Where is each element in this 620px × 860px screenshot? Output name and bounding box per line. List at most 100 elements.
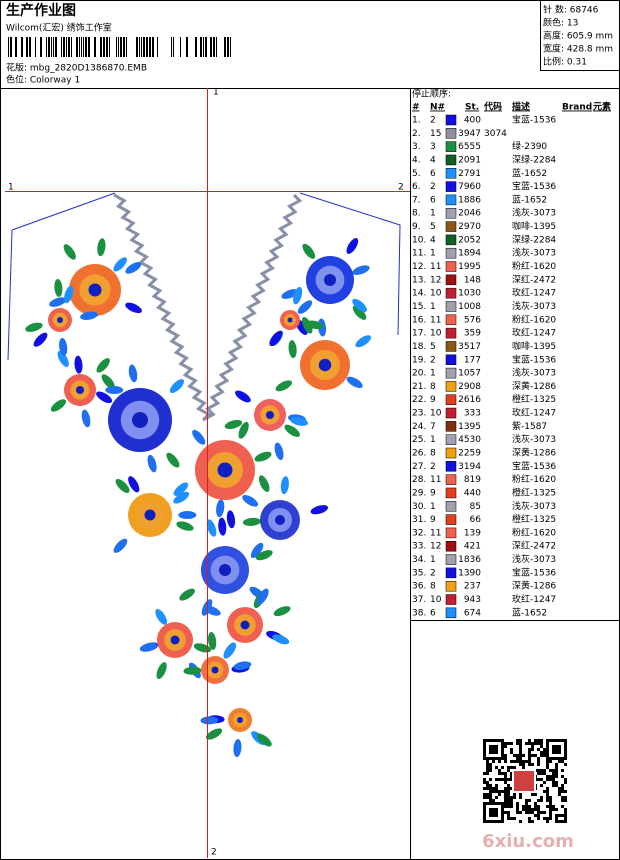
bar: [120, 37, 122, 57]
qr-cell: [561, 760, 564, 763]
description: 深红-2472: [512, 540, 556, 552]
qr-cell: [519, 796, 522, 799]
leaf: [178, 511, 197, 520]
row-number: 13.: [412, 275, 426, 285]
swatch: [445, 341, 457, 352]
qr-cell: [495, 778, 498, 781]
qr-cell: [489, 796, 492, 799]
qr-cell: [561, 790, 564, 793]
qr-cell: [519, 763, 522, 766]
qr-cell: [504, 811, 507, 814]
stitches: 85: [470, 502, 481, 512]
center: [287, 317, 293, 323]
swatch: [445, 154, 457, 166]
leaf: [169, 379, 185, 393]
row-number: 14.: [412, 289, 426, 299]
bar: [76, 37, 78, 57]
qr-cell: [546, 799, 549, 802]
needle: 10: [430, 409, 442, 419]
row-number: 5.: [412, 169, 421, 179]
qr-cell: [522, 766, 525, 769]
qr-cell: [546, 751, 549, 754]
qr-cell: [537, 778, 540, 781]
swatch: [445, 274, 457, 286]
qr-cell: [561, 820, 564, 823]
barcode: [8, 37, 231, 57]
swatch: [445, 407, 457, 419]
needle: 2: [430, 355, 436, 365]
stitches: 3947: [458, 129, 481, 139]
qr-cell: [486, 781, 489, 784]
bar: [48, 37, 50, 57]
leaf: [352, 298, 367, 313]
needle: 12: [430, 542, 441, 552]
qr-cell: [492, 820, 495, 823]
qr-cell: [504, 781, 507, 784]
leaf: [81, 409, 91, 428]
qr-cell: [486, 796, 489, 799]
qr-cell: [543, 748, 546, 751]
description: 粉红-1620: [512, 313, 556, 325]
qr-cell: [510, 817, 513, 820]
stitches: 1057: [458, 369, 481, 379]
qr-cell: [537, 757, 540, 760]
qr-cell: [540, 751, 543, 754]
qr-cell: [507, 787, 510, 790]
qr-cell: [561, 805, 564, 808]
info-item: 宽度: 428.8 mm: [543, 43, 613, 55]
leaf: [305, 320, 324, 330]
qr-cell: [495, 811, 498, 814]
qr-cell: [558, 751, 561, 754]
qr-cell: [507, 802, 510, 805]
qr-cell: [486, 793, 489, 796]
qr-cell: [564, 745, 567, 748]
needle: 5: [430, 342, 436, 352]
leaf: [269, 330, 282, 347]
qr-cell: [507, 805, 510, 808]
leaf: [128, 476, 140, 493]
qr-cell: [555, 766, 558, 769]
stitches: 943: [464, 595, 481, 605]
bar: [186, 37, 188, 57]
swatch: [445, 447, 457, 459]
description: 浅灰-3073: [512, 247, 556, 259]
needle: 8: [430, 449, 436, 459]
swatch: [445, 527, 457, 539]
bar: [152, 37, 154, 57]
qr-cell: [552, 805, 555, 808]
leaf: [166, 452, 180, 468]
qr-cell: [531, 745, 534, 748]
qr-cell: [507, 778, 510, 781]
qr-cell: [564, 814, 567, 817]
qr-cell: [531, 742, 534, 745]
qr-cell: [495, 790, 498, 793]
leaf: [250, 542, 264, 559]
swatch: [445, 234, 457, 246]
center: [88, 283, 102, 297]
garment-outline: [7, 192, 401, 361]
leaf: [352, 265, 370, 275]
qr-code: [482, 738, 567, 823]
qr-cell: [507, 766, 510, 769]
qr-cell: [549, 775, 552, 778]
description: 宝蓝-1536: [512, 460, 556, 472]
qr-cell: [495, 745, 498, 748]
qr-cell: [531, 763, 534, 766]
leaf: [355, 335, 372, 348]
qr-cell: [504, 742, 507, 745]
qr-cell: [540, 796, 543, 799]
qr-cell: [552, 745, 555, 748]
row-number: 24.: [412, 422, 426, 432]
marker: 2: [398, 183, 404, 193]
qr-cell: [510, 751, 513, 754]
bar: [173, 37, 174, 57]
qr-cell: [528, 748, 531, 751]
qr-cell: [549, 739, 552, 742]
qr-cell: [510, 742, 513, 745]
stitches: 139: [464, 528, 481, 538]
swatch: [445, 594, 457, 605]
description: 蓝-1652: [512, 167, 547, 179]
qr-cell: [495, 820, 498, 823]
bar: [71, 37, 72, 57]
qr-cell: [483, 793, 486, 796]
